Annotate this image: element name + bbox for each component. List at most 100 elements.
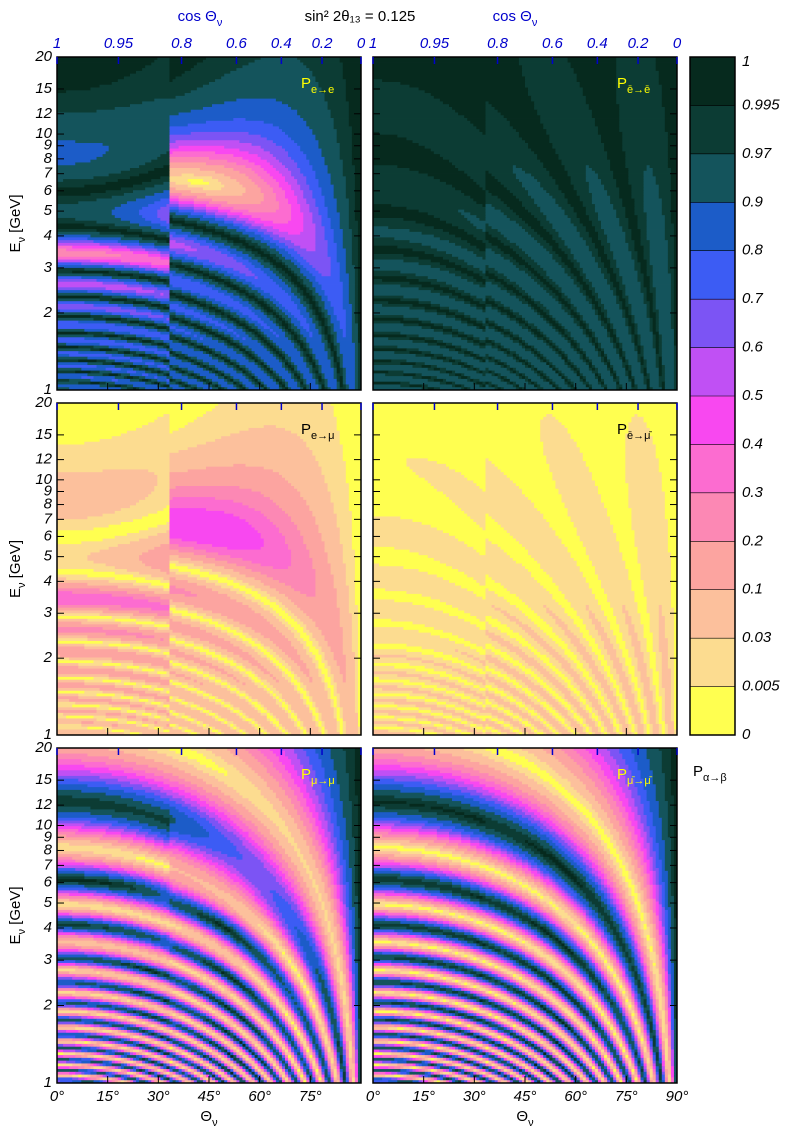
contour-cell	[294, 362, 307, 365]
contour-cell	[160, 384, 163, 387]
contour-cell	[264, 335, 267, 338]
contour-cell	[239, 287, 245, 290]
contour-cell	[267, 304, 270, 307]
contour-cell	[227, 271, 240, 274]
contour-cell	[291, 215, 304, 218]
contour-cell	[498, 110, 538, 113]
contour-cell	[659, 348, 662, 351]
contour-cell	[63, 179, 118, 182]
contour-cell	[163, 271, 169, 274]
contour-cell	[662, 348, 675, 351]
contour-cell	[215, 212, 228, 215]
contour-cell	[580, 354, 583, 357]
contour-cell	[258, 340, 261, 343]
contour-cell	[331, 318, 337, 321]
contour-cell	[188, 346, 194, 349]
contour-cell	[331, 226, 341, 229]
contour-cell	[300, 204, 310, 207]
contour-cell	[249, 301, 255, 304]
contour-cell	[325, 307, 335, 310]
contour-cell	[343, 168, 356, 171]
contour-cell	[255, 246, 261, 249]
contour-cell	[513, 312, 519, 315]
contour-cell	[239, 365, 245, 368]
contour-cell	[455, 346, 461, 349]
contour-cell	[325, 196, 335, 199]
contour-cell	[528, 326, 531, 329]
contour-cell	[245, 354, 248, 357]
contour-cell	[97, 157, 158, 160]
contour-cell	[206, 207, 219, 210]
contour-cell	[586, 354, 599, 357]
contour-cell	[574, 185, 590, 188]
contour-cell	[57, 298, 100, 301]
contour-cell	[169, 262, 172, 265]
contour-cell	[294, 190, 304, 193]
contour-cell	[534, 301, 540, 304]
contour-cell	[318, 310, 321, 313]
contour-cell	[610, 335, 616, 338]
contour-cell	[163, 321, 169, 324]
contour-cell	[331, 321, 341, 324]
contour-cell	[595, 335, 608, 338]
contour-cell	[489, 171, 514, 174]
contour-cell	[133, 251, 149, 254]
contour-cell	[169, 162, 206, 165]
contour-cell	[419, 348, 450, 351]
contour-cell	[485, 359, 488, 362]
contour-cell	[312, 335, 322, 338]
contour-cell	[340, 368, 343, 371]
contour-cell	[467, 232, 486, 235]
contour-cell	[641, 243, 651, 246]
contour-cell	[57, 65, 146, 68]
contour-cell	[321, 149, 340, 152]
contour-cell	[525, 298, 531, 301]
contour-cell	[598, 340, 611, 343]
chart-title: sin² 2θ₁₃ = 0.125	[305, 8, 416, 25]
contour-cell	[249, 296, 255, 299]
contour-cell	[634, 332, 637, 335]
contour-cell	[668, 160, 678, 163]
contour-cell	[413, 304, 432, 307]
contour-cell	[528, 90, 583, 93]
contour-cell	[136, 371, 146, 374]
contour-cell	[634, 346, 637, 349]
contour-cell	[619, 287, 625, 290]
contour-cell	[312, 282, 318, 285]
contour-cell	[349, 285, 355, 288]
contour-cell	[656, 293, 672, 296]
contour-cell	[57, 149, 109, 152]
contour-cell	[227, 212, 243, 215]
contour-cell	[653, 271, 669, 274]
contour-cell	[157, 235, 167, 238]
contour-cell	[112, 298, 128, 301]
contour-cell	[212, 318, 222, 321]
contour-cell	[100, 298, 113, 301]
contour-cell	[373, 340, 413, 343]
contour-cell	[519, 343, 522, 346]
contour-cell	[346, 268, 356, 271]
contour-cell	[671, 276, 674, 279]
contour-cell	[252, 215, 292, 218]
contour-cell	[525, 76, 577, 79]
contour-cell	[209, 379, 212, 382]
contour-cell	[106, 359, 116, 362]
contour-cell	[169, 257, 172, 260]
contour-cell	[662, 346, 675, 349]
contour-cell	[239, 321, 245, 324]
contour-cell	[610, 359, 623, 362]
contour-cell	[373, 232, 422, 235]
contour-cell	[373, 304, 383, 307]
contour-cell	[312, 193, 322, 196]
contour-cell	[194, 359, 197, 362]
contour-cell	[647, 287, 650, 290]
contour-cell	[261, 268, 271, 271]
contour-cell	[136, 279, 149, 282]
contour-cell	[282, 273, 288, 276]
contour-cell	[124, 76, 170, 79]
contour-cell	[288, 104, 328, 107]
contour-cell	[598, 348, 601, 351]
contour-cell	[191, 68, 237, 71]
contour-cell	[273, 376, 279, 379]
contour-cell	[531, 265, 541, 268]
